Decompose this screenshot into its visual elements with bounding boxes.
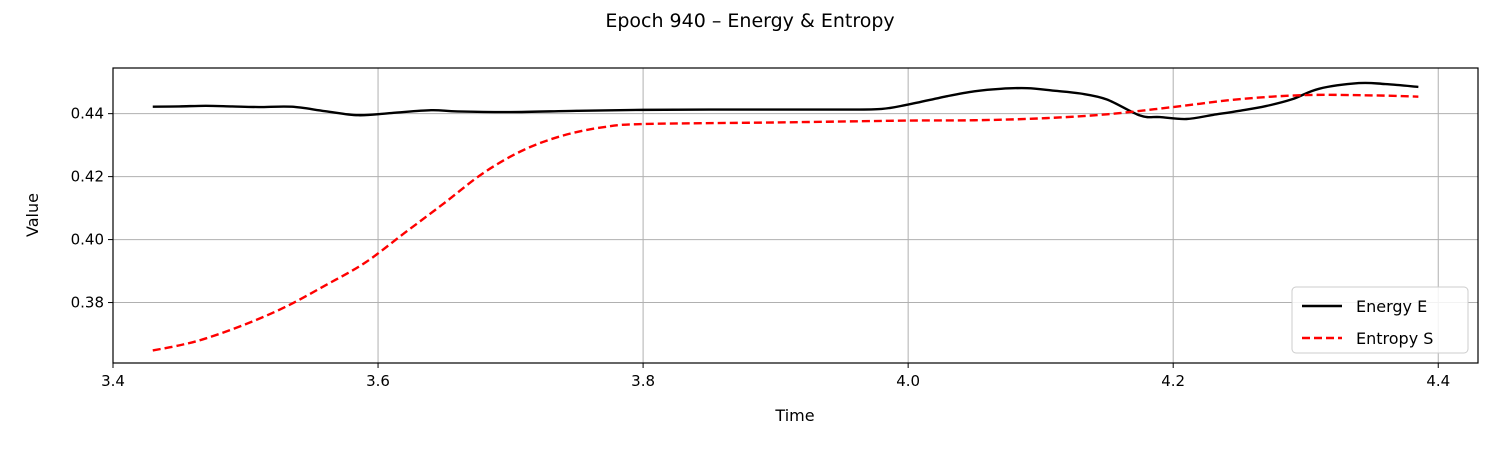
x-axis-title: Time (774, 406, 814, 425)
series-lines (152, 81, 1419, 352)
y-axis-title: Value (23, 193, 42, 237)
y-axis: 0.38 0.40 0.42 0.44 (71, 105, 113, 312)
series-line-entropy (152, 93, 1419, 352)
plot-frame (112, 67, 1479, 364)
y-tick-label: 0.40 (71, 231, 104, 249)
x-tick-label: 3.4 (101, 372, 125, 390)
legend: Energy E Entropy S (1291, 286, 1469, 354)
x-tick-label: 4.2 (1161, 372, 1185, 390)
series-line-energy (152, 81, 1419, 121)
y-tick-label: 0.44 (71, 105, 104, 123)
y-tick-label: 0.42 (71, 168, 104, 186)
x-axis: 3.4 3.6 3.8 4.0 4.2 4.4 (101, 363, 1450, 390)
legend-label: Entropy S (1356, 329, 1433, 348)
x-tick-label: 4.4 (1426, 372, 1450, 390)
legend-box (1291, 286, 1469, 354)
x-tick-label: 3.8 (631, 372, 655, 390)
x-tick-label: 3.6 (366, 372, 390, 390)
legend-label: Energy E (1356, 297, 1427, 316)
y-tick-label: 0.38 (71, 294, 104, 312)
grid (112, 68, 1478, 363)
chart-title: Epoch 940 – Energy & Entropy (605, 10, 894, 32)
x-tick-label: 4.0 (896, 372, 920, 390)
